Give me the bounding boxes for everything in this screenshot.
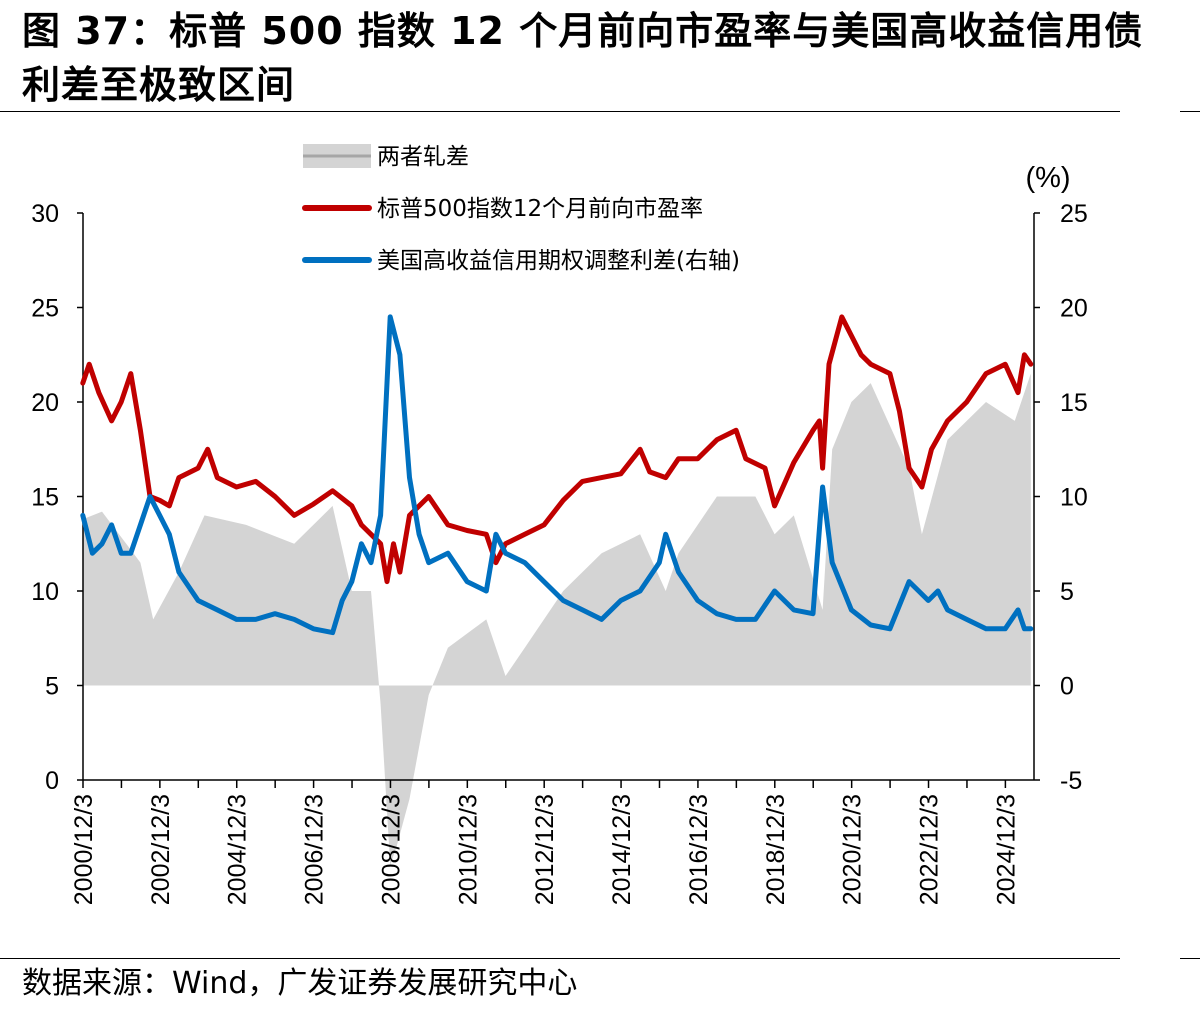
pe-line bbox=[80, 314, 1034, 585]
y-left-tick-label: 0 bbox=[45, 767, 59, 795]
figure-title: 图 37：标普 500 指数 12 个月前向市盈率与美国高收益信用债利差至极致区… bbox=[22, 9, 1144, 107]
chart: 0 5 10 15 20 25 30 -5 0 5 10 15 20 25 (%) 2000/12/3 2002… bbox=[31, 144, 1088, 905]
y-right-tick-label: 15 bbox=[1060, 389, 1088, 417]
source-note: 数据来源：Wind，广发证券发展研究中心 bbox=[22, 966, 578, 1001]
x-tick-label: 2022/12/3 bbox=[916, 794, 944, 905]
x-tick-label: 2002/12/3 bbox=[147, 794, 175, 905]
y-left-tick-label: 30 bbox=[31, 200, 59, 228]
gap-area-layer bbox=[82, 373, 1031, 865]
x-tick-label: 2006/12/3 bbox=[301, 794, 329, 905]
spread-line bbox=[80, 314, 1034, 636]
legend-label: 标普500指数12个月前向市盈率 bbox=[377, 196, 703, 222]
axes: 0 5 10 15 20 25 30 -5 0 5 10 15 20 25 (%) 2000/12/3 2002… bbox=[31, 162, 1088, 905]
y-right-tick-label: 25 bbox=[1060, 200, 1088, 228]
y-left-tick-label: 5 bbox=[45, 673, 59, 701]
x-tick-label: 2020/12/3 bbox=[839, 794, 867, 905]
bottom-rule bbox=[0, 958, 1120, 959]
top-rule bbox=[0, 111, 1120, 112]
y-right-unit-label: (%) bbox=[1025, 162, 1070, 194]
x-tick-label: 2008/12/3 bbox=[377, 794, 405, 905]
y-right-tick-label: -5 bbox=[1060, 767, 1082, 795]
gap-area bbox=[82, 373, 1031, 865]
y-left-tick-label: 20 bbox=[31, 389, 59, 417]
x-tick-label: 2010/12/3 bbox=[454, 794, 482, 905]
y-left-tick-label: 10 bbox=[31, 578, 59, 606]
y-right-tick-label: 10 bbox=[1060, 484, 1088, 512]
x-tick-label: 2018/12/3 bbox=[762, 794, 790, 905]
legend-label: 两者轧差 bbox=[377, 144, 469, 170]
x-tick-label: 2014/12/3 bbox=[608, 794, 636, 905]
series-lines bbox=[80, 314, 1034, 636]
x-tick-label: 2024/12/3 bbox=[992, 794, 1020, 905]
x-tick-label: 2016/12/3 bbox=[685, 794, 713, 905]
y-left-tick-label: 25 bbox=[31, 295, 59, 323]
top-rule-right bbox=[1180, 111, 1200, 112]
x-tick-label: 2004/12/3 bbox=[224, 794, 252, 905]
y-right-tick-label: 0 bbox=[1060, 673, 1074, 701]
y-left-tick-label: 15 bbox=[31, 484, 59, 512]
x-tick-label: 2012/12/3 bbox=[531, 794, 559, 905]
y-right-tick-label: 5 bbox=[1060, 578, 1074, 606]
bottom-rule-right bbox=[1180, 958, 1200, 959]
y-right-tick-label: 20 bbox=[1060, 295, 1088, 323]
legend-label: 美国高收益信用期权调整利差(右轴) bbox=[377, 248, 740, 274]
x-tick-label: 2000/12/3 bbox=[70, 794, 98, 905]
